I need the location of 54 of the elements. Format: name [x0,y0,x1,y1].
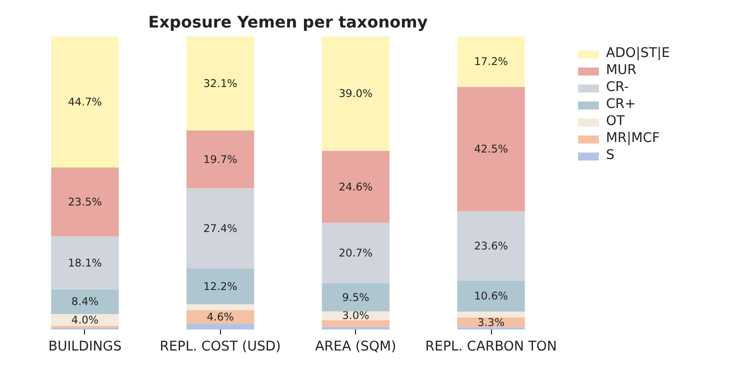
bar [322,222,390,284]
data-label: 44.7% [68,95,102,108]
bar [51,236,119,290]
x-tick-label: REPL. COST (USD) [160,340,281,354]
bar [457,86,525,212]
data-label: 32.1% [203,77,238,90]
chart-title: Exposure Yemen per taxonomy [148,12,428,32]
x-tick-label: AREA (SQM) [315,340,396,354]
legend-label: ADO|ST|E [606,46,670,61]
data-label: 4.6% [206,310,234,324]
data-label: 23.6% [474,239,508,252]
legend-label: CR- [606,80,629,95]
bar [322,284,390,312]
bar [186,36,254,131]
bar [186,188,254,269]
bar [457,280,525,312]
data-label: 9.5% [342,290,370,304]
bar [51,167,119,236]
data-label: 12.2% [203,280,238,293]
data-label: 3.0% [342,309,370,322]
data-label: 19.7% [203,152,238,166]
bar [322,326,390,330]
data-label: 3.3% [478,316,505,329]
bar [322,36,390,151]
bar [457,36,525,87]
bar [51,36,119,168]
data-label: 10.6% [474,290,508,303]
legend-label: CR+ [606,97,636,112]
data-label: 20.7% [338,246,373,260]
data-label: 8.4% [71,295,98,308]
data-label: 18.1% [68,256,102,270]
legend-label: OT [606,114,626,129]
legend-label: S [606,148,616,163]
data-label: 23.5% [68,195,102,208]
x-tick-label: BUILDINGS [48,340,122,354]
x-tick-label: REPL. CARBON TON [425,340,557,354]
bar [322,320,390,327]
bar [186,268,254,304]
bar [186,304,254,310]
data-label: 39.0% [338,87,373,100]
data-label: 17.2% [474,55,508,68]
bar [457,312,525,318]
bar [457,211,525,281]
bar [322,150,390,223]
data-label: 27.4% [203,222,238,235]
bar [51,289,119,314]
data-label: 24.6% [338,180,373,194]
legend-label: MUR [606,63,637,78]
legend-label: MR|MCF [606,131,660,146]
bar [51,326,119,328]
bar [186,324,254,330]
data-label: 42.5% [474,142,508,156]
bar [186,130,254,188]
data-label: 4.0% [71,313,98,326]
